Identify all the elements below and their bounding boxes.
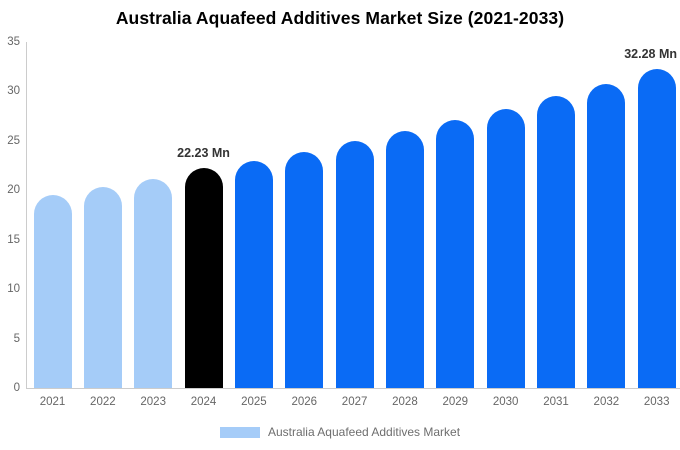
x-tick-label: 2027 [341,396,368,408]
bar-2028 [385,130,424,388]
x-tick-label: 2033 [643,396,670,408]
bar-2022 [83,187,122,388]
y-tick-label: 10 [7,283,20,296]
legend-label: Australia Aquafeed Additives Market [267,425,461,439]
x-tick-label: 2024 [190,396,217,408]
x-tick-label: 2028 [392,396,418,408]
x-tick-label: 2021 [39,396,66,408]
y-tick-label: 15 [7,233,20,246]
y-tick-label: 30 [7,85,20,98]
y-tick-label: 20 [7,184,20,197]
bar-2027 [335,140,374,388]
bar-2031 [537,96,575,388]
bar-annotation: 22.23 Mn [177,146,230,161]
x-axis [26,388,680,389]
bar-2032 [587,83,626,388]
chart-title: Australia Aquafeed Additives Market Size… [115,8,565,28]
x-tick-label: 2025 [241,396,267,408]
bar-2021 [33,195,72,388]
bar-2025 [234,160,273,388]
x-tick-label: 2022 [90,396,116,408]
bar-2029 [436,120,475,388]
x-tick-label: 2023 [140,396,166,408]
x-tick-label: 2032 [593,396,620,408]
bar-2023 [134,179,173,388]
legend: Australia Aquafeed Additives Market [0,425,680,439]
y-tick-label: 0 [13,382,20,394]
y-tick-label: 5 [13,332,20,345]
x-tick-label: 2031 [543,396,569,408]
x-tick-label: 2030 [492,396,519,408]
bar-2030 [486,109,525,388]
x-tick-label: 2026 [291,396,318,408]
bar-2024 [184,168,223,388]
x-tick-label: 2029 [442,396,469,408]
bar-annotation: 32.28 Mn [624,46,677,61]
y-axis [26,42,27,388]
y-tick-label: 35 [7,36,20,48]
bar-2033 [637,68,676,388]
legend-swatch [219,426,260,438]
bar-2026 [285,151,324,388]
y-tick-label: 25 [7,134,20,147]
